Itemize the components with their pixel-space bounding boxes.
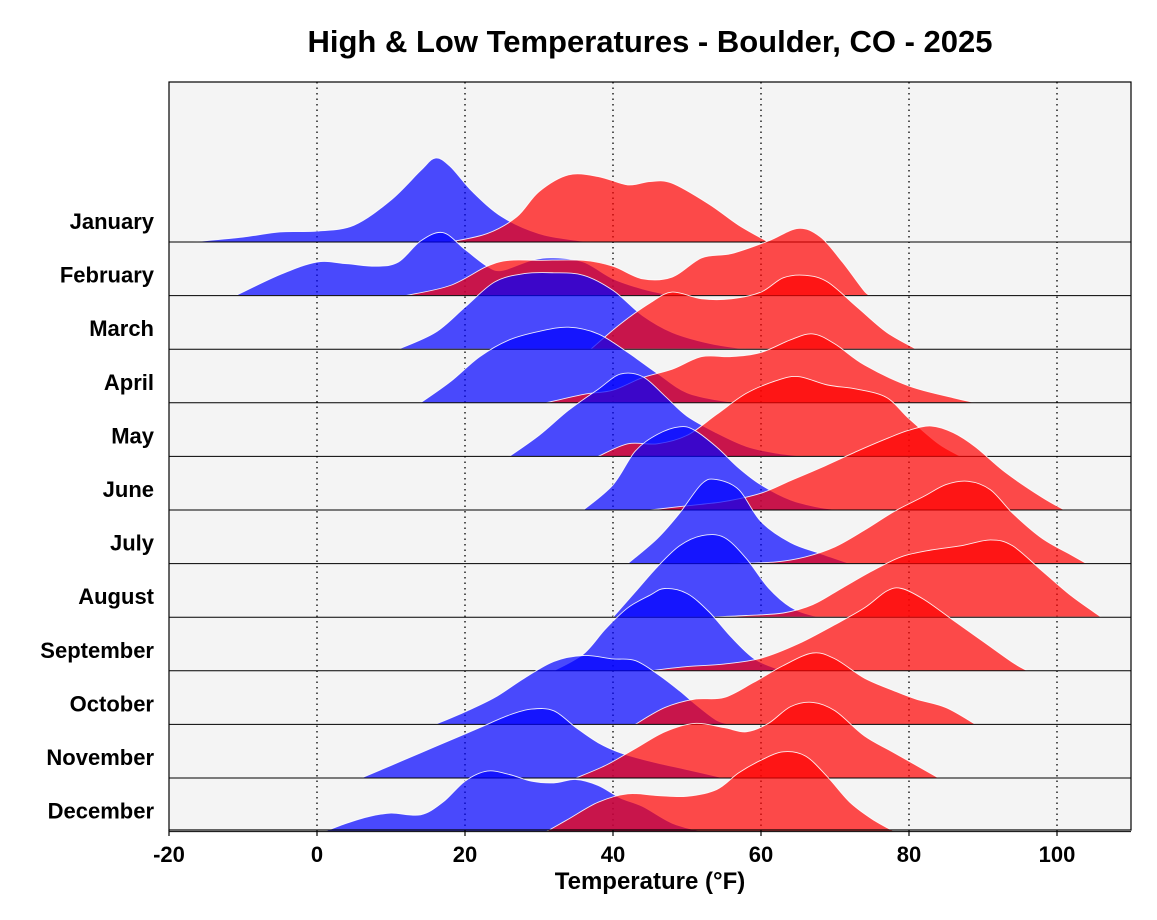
x-tick-label: 20 xyxy=(453,842,477,867)
x-tick-label: 100 xyxy=(1039,842,1076,867)
plot-frame xyxy=(168,81,1132,831)
ridge-october xyxy=(169,652,1131,725)
month-label: March xyxy=(89,316,154,341)
chart-title: High & Low Temperatures - Boulder, CO - … xyxy=(308,24,993,59)
ridge-november xyxy=(169,701,1131,779)
x-tick-label: 80 xyxy=(897,842,921,867)
month-label: October xyxy=(70,691,155,716)
ridges xyxy=(169,157,1131,833)
x-tick-label: -20 xyxy=(153,842,185,867)
ridge-december xyxy=(169,751,1131,833)
x-tick-label: 0 xyxy=(311,842,323,867)
month-label: December xyxy=(48,799,155,824)
x-axis-label: Temperature (°F) xyxy=(555,868,746,895)
month-label: February xyxy=(60,263,155,288)
low-density-july xyxy=(626,478,850,565)
high-density-october xyxy=(633,652,978,725)
high-density-january xyxy=(450,173,771,243)
high-density-august xyxy=(709,539,1103,618)
x-axis-ticks: -20 0 20 40 60 80 100 xyxy=(153,830,1075,867)
month-label: May xyxy=(111,423,155,448)
month-label: September xyxy=(40,638,154,663)
high-density-december xyxy=(544,751,896,833)
high-density-september xyxy=(649,587,1030,672)
month-label: November xyxy=(46,745,154,770)
month-labels: January February March April May June July Augu… xyxy=(40,209,154,824)
high-density-november xyxy=(575,701,941,779)
month-label: August xyxy=(78,584,154,609)
ridge-january xyxy=(169,157,1131,243)
month-label: June xyxy=(103,477,154,502)
month-label: July xyxy=(110,531,155,556)
ridge-march xyxy=(169,272,1131,350)
x-tick-label: 40 xyxy=(601,842,625,867)
high-density-march xyxy=(589,274,919,350)
month-label: January xyxy=(70,209,155,234)
month-label: April xyxy=(104,370,154,395)
x-tick-label: 60 xyxy=(749,842,773,867)
